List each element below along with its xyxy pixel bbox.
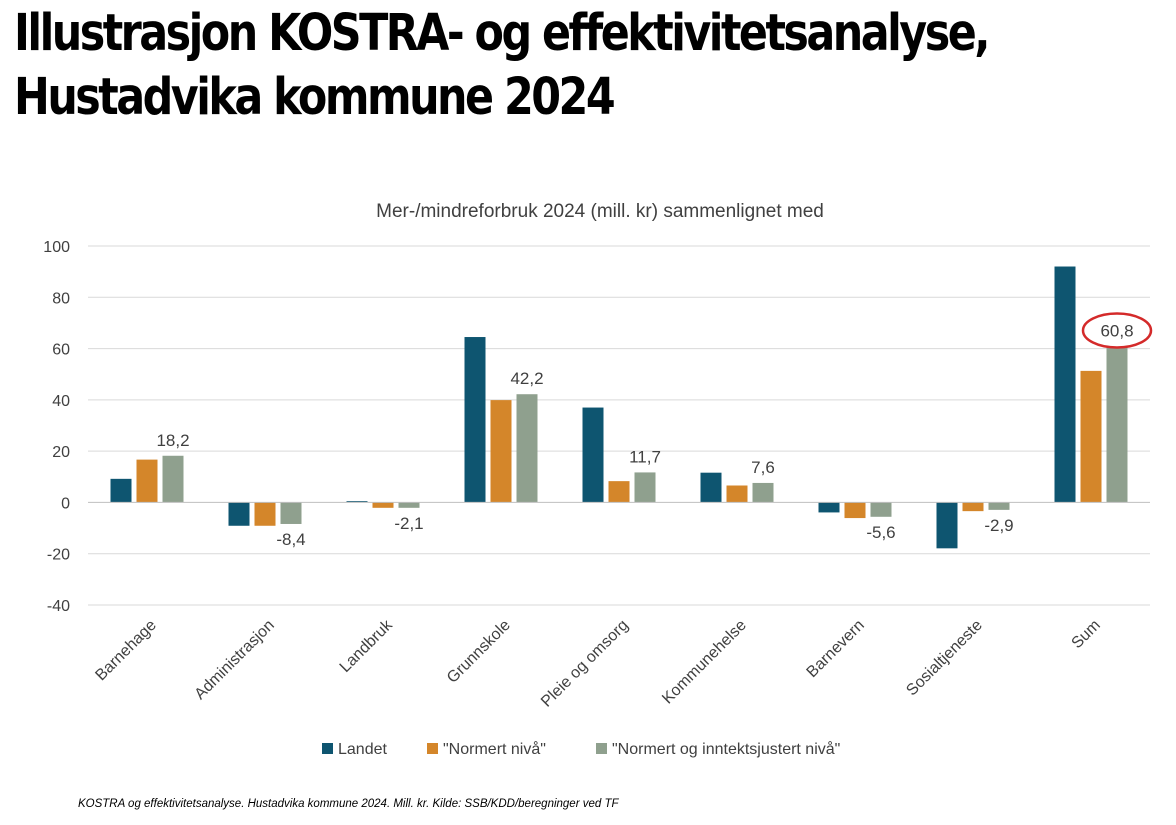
bar <box>490 400 512 503</box>
x-tick-label: Grunnskole <box>444 617 514 687</box>
legend-swatch <box>427 743 438 754</box>
data-label: 18,2 <box>156 431 189 450</box>
bar <box>280 502 302 524</box>
bar <box>136 459 158 503</box>
data-label: -2,1 <box>394 514 423 533</box>
data-label: -8,4 <box>276 530 305 549</box>
y-axis-tick-labels: -40 -20 0 20 40 60 80 100 <box>43 239 70 615</box>
data-label: -5,6 <box>866 523 895 542</box>
data-label: -2,9 <box>984 516 1013 535</box>
bar <box>962 502 984 512</box>
bar <box>464 337 486 503</box>
highlight-ring <box>1081 312 1153 349</box>
bar <box>608 481 630 503</box>
legend-swatch <box>596 743 607 754</box>
bar <box>844 502 866 519</box>
bar <box>1054 266 1076 503</box>
bar <box>582 407 604 503</box>
data-label: 7,6 <box>751 458 775 477</box>
data-label: 42,2 <box>510 369 543 388</box>
bar <box>228 502 250 526</box>
legend-label: "Normert nivå" <box>443 740 546 758</box>
page-title-line-1: Illustrasjon KOSTRA- og effektivitetsana… <box>14 4 990 63</box>
y-tick-label: 40 <box>52 393 70 410</box>
bar <box>110 478 132 503</box>
x-axis-tick-labels: Barnehage Administrasjon Landbruk Grunnskol… <box>92 616 1103 710</box>
legend: Landet "Normert nivå" "Normert og inntekts… <box>322 740 840 758</box>
bars <box>110 266 1128 549</box>
y-tick-label: 100 <box>43 239 70 256</box>
data-label: 60,8 <box>1100 322 1133 341</box>
bar <box>162 455 184 503</box>
bar <box>398 502 420 508</box>
page-title: Illustrasjon KOSTRA- og effektivitetsana… <box>14 2 990 130</box>
legend-label: "Normert og inntektsjustert nivå" <box>612 740 840 758</box>
bar <box>700 472 722 503</box>
x-tick-label: Landbruk <box>337 616 397 676</box>
x-tick-label: Sum <box>1069 617 1104 652</box>
y-tick-label: 20 <box>52 444 70 461</box>
bar <box>634 472 656 503</box>
y-tick-label: 0 <box>61 495 70 512</box>
gridlines <box>88 245 1150 606</box>
x-tick-label: Barnevern <box>804 617 868 681</box>
bar <box>936 502 958 549</box>
x-tick-label: Pleie og omsorg <box>538 617 632 711</box>
bar <box>516 394 538 503</box>
y-tick-label: -20 <box>47 547 70 564</box>
legend-label: Landet <box>338 741 387 758</box>
bar-chart: Mer-/mindreforbruk 2024 (mill. kr) samme… <box>43 201 1153 758</box>
x-tick-label: Administrasjon <box>192 617 278 703</box>
bar <box>752 482 774 503</box>
legend-swatch <box>322 743 333 754</box>
bar <box>254 502 276 526</box>
bar <box>988 502 1010 510</box>
bar <box>726 485 748 503</box>
y-tick-label: 60 <box>52 342 70 359</box>
chart-title: Mer-/mindreforbruk 2024 (mill. kr) samme… <box>376 201 824 222</box>
bar <box>1106 346 1128 503</box>
bar <box>818 502 840 513</box>
x-tick-label: Sosialtjeneste <box>903 617 986 700</box>
y-tick-label: 80 <box>52 290 70 307</box>
bar <box>870 502 892 517</box>
data-labels: 18,2 -8,4 -2,1 42,2 11,7 7,6 -5,6 -2,9 60,8 <box>156 312 1153 549</box>
source-caption: KOSTRA og effektivitetsanalyse. Hustadvi… <box>78 798 619 810</box>
x-tick-label: Kommunehelse <box>659 617 750 708</box>
bar <box>1080 370 1102 503</box>
bar <box>346 501 368 503</box>
y-tick-label: -40 <box>47 598 70 615</box>
x-tick-label: Barnehage <box>92 617 159 684</box>
page-title-line-2: Hustadvika kommune 2024 <box>14 68 616 127</box>
bar <box>372 502 394 508</box>
data-label: 11,7 <box>629 447 661 466</box>
